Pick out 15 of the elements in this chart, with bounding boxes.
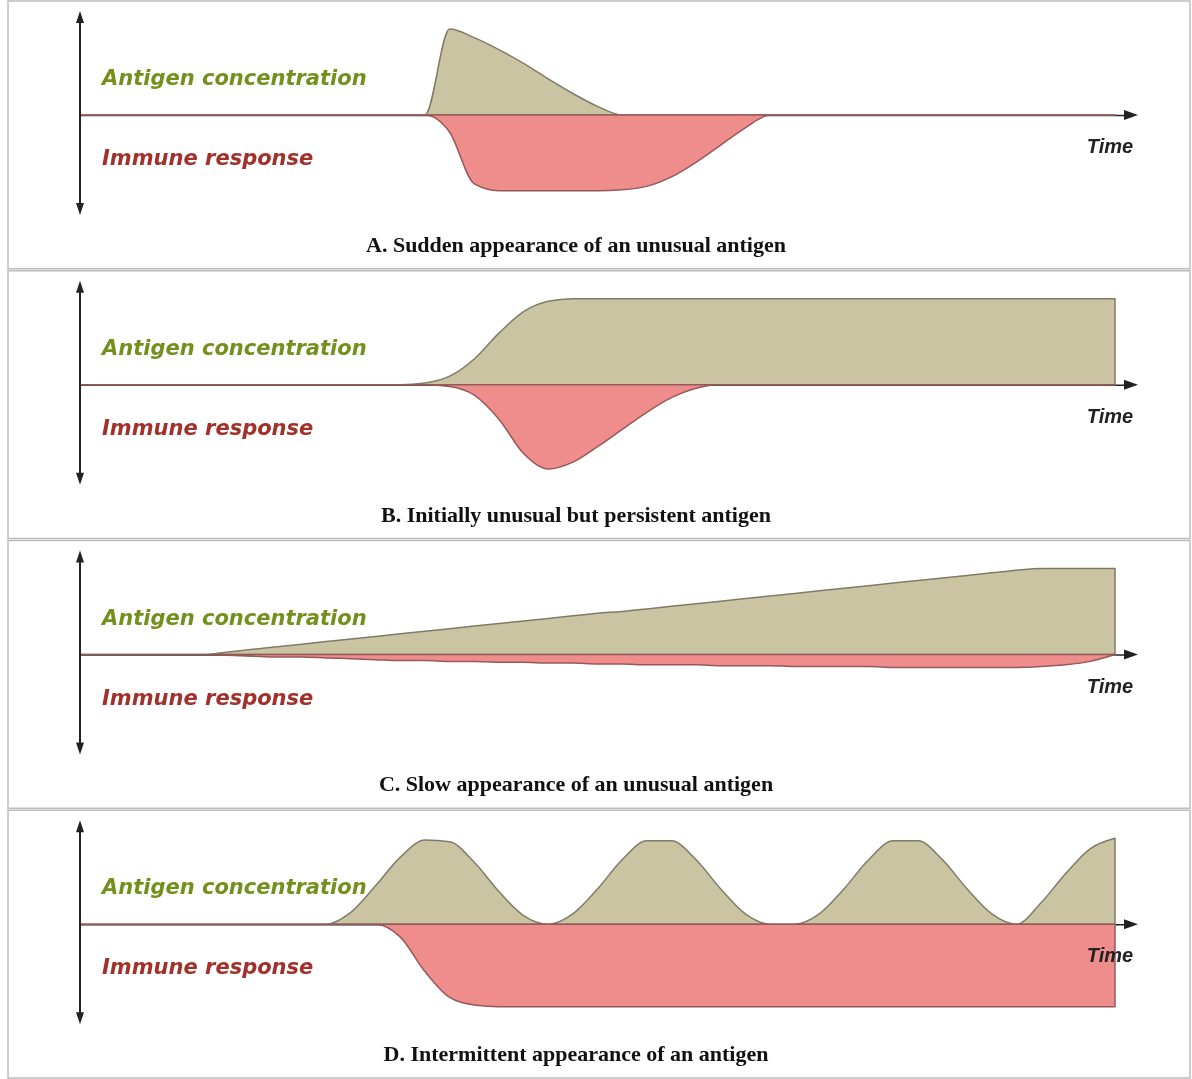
x-axis-title: Time	[1086, 404, 1134, 427]
series-label: Antigen concentration	[100, 66, 367, 90]
text: A. Sudden appearance of an unusual antigen	[366, 231, 786, 257]
series-label: Antigen concentration	[100, 605, 367, 630]
text: B. Initially unusual but persistent antigen	[381, 501, 771, 527]
series-label: Immune response	[102, 146, 314, 170]
series-label: Immune response	[102, 955, 314, 980]
series-label: Immune response	[102, 685, 314, 710]
series-label: Immune response	[102, 415, 314, 440]
text: C. Slow appearance of an unusual antigen	[378, 771, 774, 797]
x-axis-title: Time	[1086, 135, 1134, 157]
series-label: Antigen concentration	[100, 875, 367, 900]
text: D. Intermittent appearance of an antigen	[383, 1041, 769, 1066]
x-axis-title: Time	[1086, 674, 1134, 697]
series-label: Antigen concentration	[100, 335, 367, 360]
